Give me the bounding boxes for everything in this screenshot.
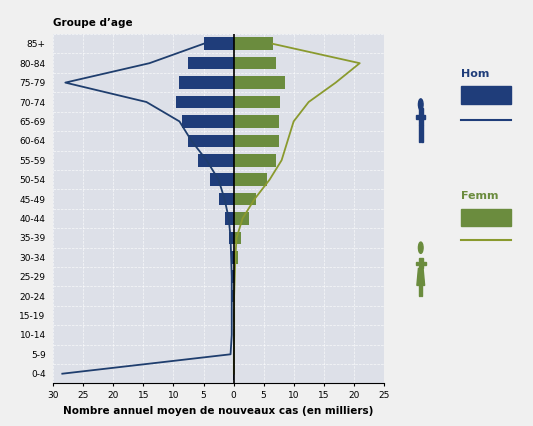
Text: Hom: Hom (461, 69, 489, 79)
Bar (180, 76, 233, 89)
Bar (232, 290, 233, 302)
Bar (419, 285, 420, 296)
Bar (233, 290, 235, 302)
Bar (419, 108, 423, 125)
Circle shape (418, 242, 423, 253)
Bar (224, 212, 233, 225)
Bar (229, 232, 233, 244)
Bar (233, 76, 285, 89)
Bar (209, 173, 233, 186)
Bar (233, 135, 279, 147)
Bar (233, 271, 236, 283)
Bar (233, 232, 241, 244)
Bar (233, 37, 272, 50)
Bar (233, 212, 248, 225)
Bar (219, 193, 233, 205)
Circle shape (418, 99, 423, 110)
Bar (421, 125, 423, 142)
Bar (182, 115, 233, 128)
Bar (233, 154, 276, 167)
Bar (189, 57, 233, 69)
Bar (232, 309, 233, 322)
Text: Groupe d’age: Groupe d’age (53, 18, 133, 28)
Text: Femm: Femm (461, 191, 498, 201)
Bar (189, 135, 233, 147)
Bar (461, 209, 511, 226)
Bar (423, 262, 426, 265)
Bar (416, 115, 419, 119)
Bar (233, 57, 276, 69)
Bar (233, 328, 234, 341)
Bar (416, 262, 418, 265)
Bar (233, 115, 279, 128)
Bar (419, 125, 421, 142)
Bar (233, 309, 235, 322)
Bar (419, 259, 423, 268)
Bar (231, 251, 233, 264)
X-axis label: Nombre annuel moyen de nouveaux cas (en milliers): Nombre annuel moyen de nouveaux cas (en … (63, 406, 374, 416)
Bar (423, 115, 425, 119)
Bar (233, 251, 238, 264)
Bar (461, 86, 511, 104)
Bar (204, 37, 233, 50)
Bar (176, 96, 233, 108)
Bar (421, 285, 422, 296)
Bar (233, 173, 266, 186)
Polygon shape (417, 268, 425, 285)
Bar (198, 154, 233, 167)
Bar (232, 271, 233, 283)
Bar (233, 96, 280, 108)
Bar (233, 193, 256, 205)
